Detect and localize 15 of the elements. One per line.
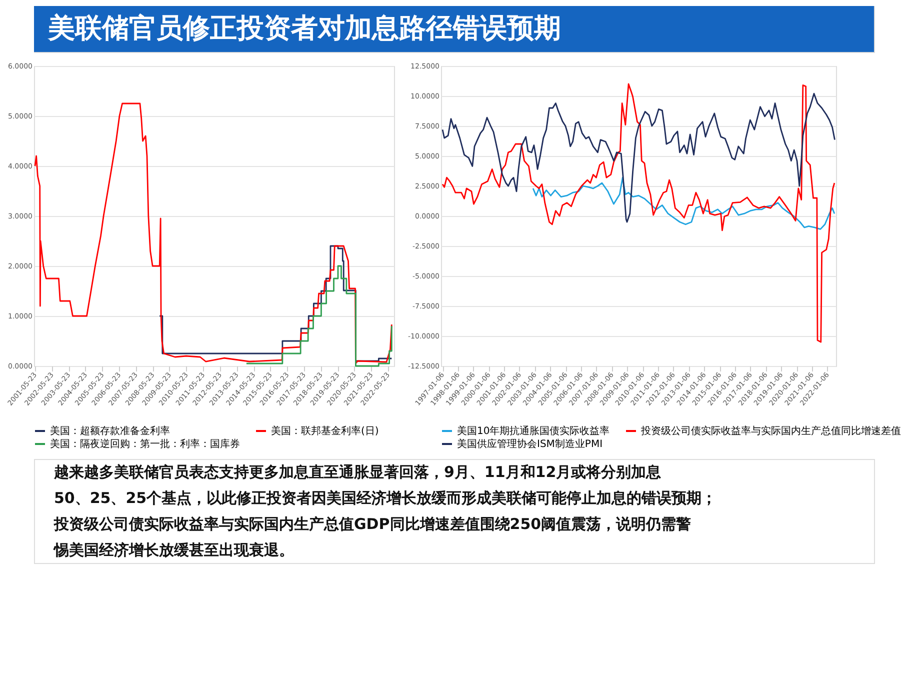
legend-label: 美国：隔夜逆回购：第一批：利率：国库券 [50, 438, 240, 450]
line-series [34, 102, 392, 364]
legend-label: 美国10年期抗通胀国债实际收益率 [457, 425, 610, 437]
line-series [442, 83, 836, 343]
legend-label: 投资级公司债实际收益率与实际国内生产总值同比增速差值 [640, 425, 901, 437]
chart-title: 美联储官员修正投资者对加息路径错误预期 [47, 13, 561, 44]
text: 越来越多美联储官员表态支持更多加息直至通胀显著回落，9月、11月和12月或将分别加息 [53, 463, 662, 481]
legend-label: 美国：超额存款准备金利率 [50, 425, 170, 437]
text: 50、25、25个基点，以此修正投资者因美国经济增长放缓而形成美联储可能停止加息的错误预期； [54, 489, 717, 507]
legend-label: 美国：联邦基金利率(日) [271, 425, 379, 437]
text: 惕美国经济增长放缓甚至出现衰退。 [53, 541, 294, 559]
legend-label: 美国供应管理协会ISM制造业PMI [457, 438, 603, 450]
text: 投资级公司债实际收益率与实际国内生产总值GDP同比增速差值围绕250阈值震荡，说明仍需警 [53, 515, 692, 533]
line-series [532, 176, 836, 230]
line-series [442, 92, 836, 223]
